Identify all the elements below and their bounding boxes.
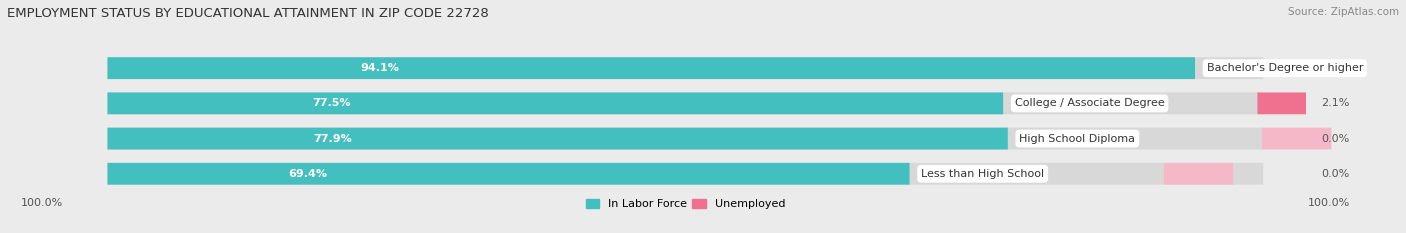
FancyBboxPatch shape [107, 93, 1263, 114]
Text: Source: ZipAtlas.com: Source: ZipAtlas.com [1288, 7, 1399, 17]
Text: 2.1%: 2.1% [1322, 98, 1350, 108]
FancyBboxPatch shape [107, 57, 1263, 79]
Text: 0.0%: 0.0% [1322, 169, 1350, 179]
FancyBboxPatch shape [107, 163, 910, 185]
Text: Bachelor's Degree or higher: Bachelor's Degree or higher [1206, 63, 1362, 73]
FancyBboxPatch shape [1257, 93, 1306, 114]
FancyBboxPatch shape [107, 57, 1195, 79]
Text: 100.0%: 100.0% [21, 199, 63, 208]
Text: 0.0%: 0.0% [1322, 63, 1350, 73]
Legend: In Labor Force, Unemployed: In Labor Force, Unemployed [581, 195, 790, 214]
FancyBboxPatch shape [1263, 128, 1331, 150]
Text: 77.5%: 77.5% [312, 98, 350, 108]
FancyBboxPatch shape [1164, 163, 1233, 185]
FancyBboxPatch shape [107, 93, 1002, 114]
Text: 0.0%: 0.0% [1322, 134, 1350, 144]
FancyBboxPatch shape [107, 128, 1008, 150]
Text: High School Diploma: High School Diploma [1019, 134, 1136, 144]
FancyBboxPatch shape [107, 128, 1263, 150]
Text: 69.4%: 69.4% [288, 169, 328, 179]
Text: 100.0%: 100.0% [1308, 199, 1350, 208]
Text: College / Associate Degree: College / Associate Degree [1015, 98, 1164, 108]
Text: EMPLOYMENT STATUS BY EDUCATIONAL ATTAINMENT IN ZIP CODE 22728: EMPLOYMENT STATUS BY EDUCATIONAL ATTAINM… [7, 7, 489, 20]
FancyBboxPatch shape [107, 163, 1263, 185]
Text: Less than High School: Less than High School [921, 169, 1045, 179]
Text: 94.1%: 94.1% [360, 63, 399, 73]
Text: 77.9%: 77.9% [314, 134, 352, 144]
